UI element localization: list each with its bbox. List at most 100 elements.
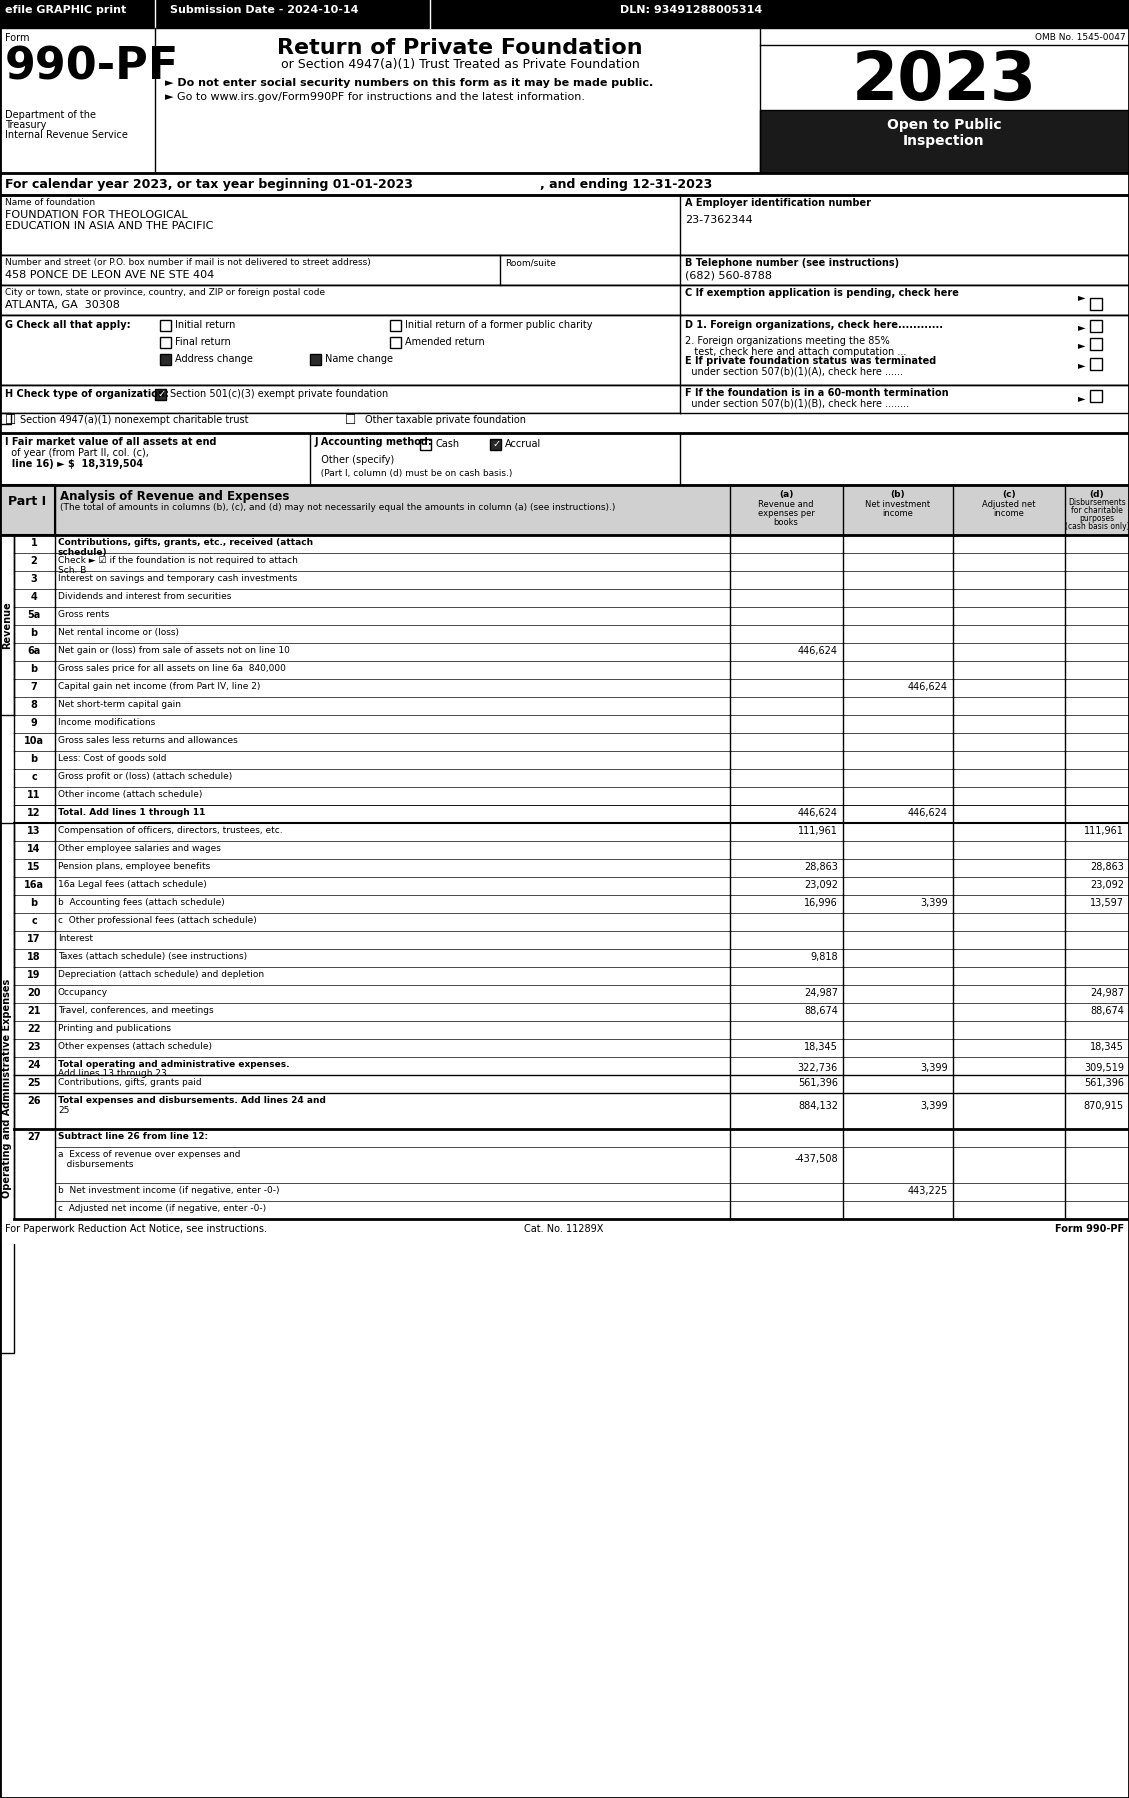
Text: 22: 22	[27, 1025, 41, 1034]
Text: Gross rents: Gross rents	[58, 610, 110, 619]
Text: -437,508: -437,508	[795, 1154, 838, 1163]
Text: 8: 8	[30, 699, 37, 710]
Text: (cash basis only): (cash basis only)	[1065, 521, 1129, 530]
Text: Net investment: Net investment	[866, 500, 930, 509]
Bar	[0, 414, 11, 424]
Bar	[0, 286, 1129, 315]
Text: Amended return: Amended return	[405, 336, 484, 347]
Text: 9: 9	[30, 717, 37, 728]
Text: (The total of amounts in columns (b), (c), and (d) may not necessarily equal the: (The total of amounts in columns (b), (c…	[60, 503, 615, 512]
Text: Section 4947(a)(1) nonexempt charitable trust: Section 4947(a)(1) nonexempt charitable …	[20, 415, 248, 424]
Text: Accrual: Accrual	[505, 439, 541, 450]
Text: 5a: 5a	[27, 610, 41, 620]
Bar	[155, 388, 166, 399]
Bar	[0, 315, 1129, 385]
Text: c  Adjusted net income (if negative, enter -0-): c Adjusted net income (if negative, ente…	[58, 1205, 266, 1214]
Text: ►: ►	[1078, 360, 1085, 370]
Bar	[0, 173, 1129, 194]
Text: Net rental income or (loss): Net rental income or (loss)	[58, 628, 180, 636]
Text: disbursements: disbursements	[58, 1160, 133, 1169]
Text: income: income	[994, 509, 1024, 518]
Text: 446,624: 446,624	[798, 645, 838, 656]
Text: 111,961: 111,961	[798, 825, 838, 836]
Text: Printing and publications: Printing and publications	[58, 1025, 170, 1034]
Text: Room/suite: Room/suite	[505, 257, 555, 266]
Text: 3,399: 3,399	[920, 1063, 948, 1073]
Text: Submission Date - 2024-10-14: Submission Date - 2024-10-14	[170, 5, 359, 14]
Text: 88,674: 88,674	[804, 1007, 838, 1016]
Text: 446,624: 446,624	[908, 807, 948, 818]
Text: 10a: 10a	[24, 735, 44, 746]
Text: 26: 26	[27, 1097, 41, 1106]
Text: Initial return of a former public charity: Initial return of a former public charit…	[405, 320, 593, 331]
Text: 1: 1	[30, 538, 37, 548]
Text: F If the foundation is in a 60-month termination: F If the foundation is in a 60-month ter…	[685, 388, 948, 397]
Text: 24,987: 24,987	[1089, 987, 1124, 998]
Bar	[0, 255, 1129, 286]
Text: 458 PONCE DE LEON AVE NE STE 404: 458 PONCE DE LEON AVE NE STE 404	[5, 270, 215, 280]
Text: 446,624: 446,624	[798, 807, 838, 818]
Text: Interest: Interest	[58, 933, 93, 942]
Text: ☐: ☐	[345, 414, 357, 426]
Text: a  Excess of revenue over expenses and: a Excess of revenue over expenses and	[58, 1151, 240, 1160]
Text: Other taxable private foundation: Other taxable private foundation	[365, 415, 526, 424]
Bar	[0, 485, 55, 536]
Text: 13: 13	[27, 825, 41, 836]
Text: c  Other professional fees (attach schedule): c Other professional fees (attach schedu…	[58, 915, 256, 924]
Text: Capital gain net income (from Part IV, line 2): Capital gain net income (from Part IV, l…	[58, 681, 261, 690]
Text: purposes: purposes	[1079, 514, 1114, 523]
Bar	[0, 414, 680, 433]
Text: 17: 17	[27, 933, 41, 944]
Text: Name of foundation: Name of foundation	[5, 198, 95, 207]
Text: Revenue: Revenue	[2, 601, 12, 649]
Bar	[420, 439, 431, 450]
Text: Name change: Name change	[325, 354, 393, 363]
Text: Pension plans, employee benefits: Pension plans, employee benefits	[58, 861, 210, 870]
Text: ✓: ✓	[493, 439, 501, 450]
Text: test, check here and attach computation ...: test, check here and attach computation …	[685, 347, 907, 358]
Text: Other employee salaries and wages: Other employee salaries and wages	[58, 843, 221, 852]
Text: Gross profit or (loss) (attach schedule): Gross profit or (loss) (attach schedule)	[58, 771, 233, 780]
Text: OMB No. 1545-0047: OMB No. 1545-0047	[1034, 32, 1126, 41]
Text: Contributions, gifts, grants paid: Contributions, gifts, grants paid	[58, 1079, 202, 1088]
Text: 322,736: 322,736	[798, 1063, 838, 1073]
Text: ► Go to www.irs.gov/Form990PF for instructions and the latest information.: ► Go to www.irs.gov/Form990PF for instru…	[165, 92, 585, 102]
Text: Add lines 13 through 23: Add lines 13 through 23	[58, 1070, 167, 1079]
Text: Address change: Address change	[175, 354, 253, 363]
Text: Treasury: Treasury	[5, 120, 46, 129]
Text: I Fair market value of all assets at end: I Fair market value of all assets at end	[5, 437, 217, 448]
Bar	[160, 320, 170, 331]
Text: 443,225: 443,225	[908, 1187, 948, 1196]
Text: 18,345: 18,345	[1091, 1043, 1124, 1052]
Text: Cash: Cash	[435, 439, 460, 450]
Bar	[0, 433, 1129, 485]
Text: ✓: ✓	[158, 388, 166, 399]
Text: 18: 18	[27, 951, 41, 962]
Text: Gross sales less returns and allowances: Gross sales less returns and allowances	[58, 735, 238, 744]
Text: or Section 4947(a)(1) Trust Treated as Private Foundation: or Section 4947(a)(1) Trust Treated as P…	[281, 58, 639, 70]
Text: Compensation of officers, directors, trustees, etc.: Compensation of officers, directors, tru…	[58, 825, 282, 834]
Text: 88,674: 88,674	[1091, 1007, 1124, 1016]
Text: ►: ►	[1078, 291, 1085, 302]
Text: Dividends and interest from securities: Dividends and interest from securities	[58, 592, 231, 601]
Text: (c): (c)	[1003, 491, 1016, 500]
Text: Cat. No. 11289X: Cat. No. 11289X	[524, 1224, 604, 1233]
Text: 309,519: 309,519	[1084, 1063, 1124, 1073]
Text: City or town, state or province, country, and ZIP or foreign postal code: City or town, state or province, country…	[5, 288, 325, 297]
Text: Other (specify): Other (specify)	[315, 455, 394, 466]
Text: 25: 25	[58, 1106, 69, 1115]
Text: ►: ►	[1078, 340, 1085, 351]
Text: b: b	[30, 663, 37, 674]
Text: 9,818: 9,818	[811, 951, 838, 962]
Text: (d): (d)	[1089, 491, 1104, 500]
Text: for charitable: for charitable	[1071, 505, 1123, 514]
Text: 23-7362344: 23-7362344	[685, 216, 753, 225]
Text: Contributions, gifts, grants, etc., received (attach
schedule): Contributions, gifts, grants, etc., rece…	[58, 538, 313, 557]
Text: 870,915: 870,915	[1084, 1100, 1124, 1111]
Text: For calendar year 2023, or tax year beginning 01-01-2023: For calendar year 2023, or tax year begi…	[5, 178, 413, 191]
Text: Check ► ☑ if the foundation is not required to attach
Sch. B: Check ► ☑ if the foundation is not requi…	[58, 556, 298, 575]
Text: 446,624: 446,624	[908, 681, 948, 692]
Text: For Paperwork Reduction Act Notice, see instructions.: For Paperwork Reduction Act Notice, see …	[5, 1224, 266, 1233]
Text: of year (from Part II, col. (c),: of year (from Part II, col. (c),	[5, 448, 149, 458]
Text: Depreciation (attach schedule) and depletion: Depreciation (attach schedule) and deple…	[58, 969, 264, 978]
